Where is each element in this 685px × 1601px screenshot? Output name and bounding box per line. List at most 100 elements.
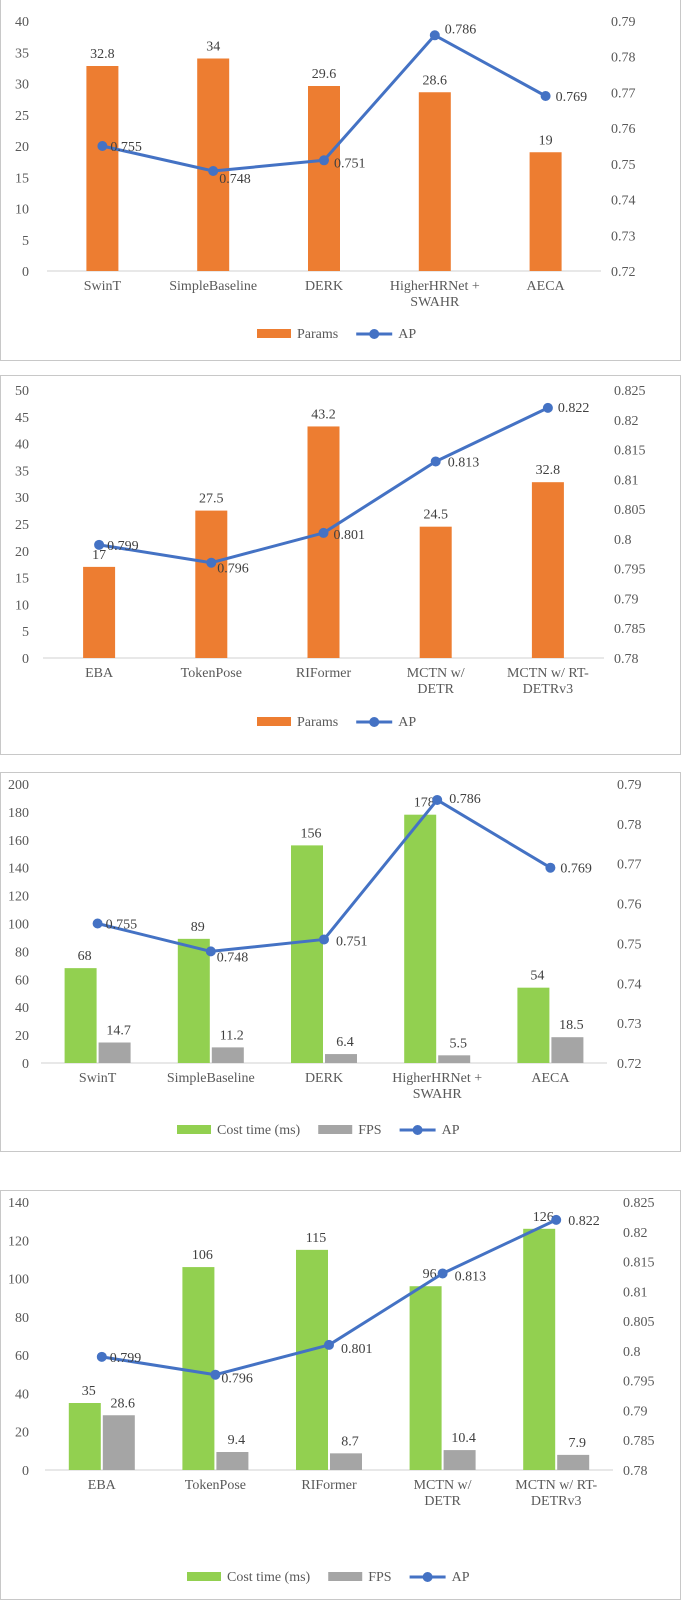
y-right-tick-label: 0.825 [623, 1196, 655, 1211]
y-right-tick-label: 0.79 [611, 15, 636, 30]
y-left-tick-label: 20 [15, 1426, 29, 1441]
legend-label: Cost time (ms) [217, 1123, 301, 1138]
y-right-tick-label: 0.74 [611, 194, 636, 209]
ap-marker [208, 166, 219, 176]
ap-line [97, 798, 552, 953]
legend-marker [412, 1125, 423, 1135]
bar-params [195, 510, 228, 658]
x-category-label: SWAHR [410, 295, 460, 310]
ap-data-label: 0.813 [455, 1269, 487, 1284]
bar-data-label: 18.5 [559, 1018, 584, 1033]
y-right-tick-label: 0.76 [611, 122, 636, 137]
bar-cost-time-ms [523, 1228, 556, 1470]
y-left-tick-label: 80 [15, 945, 29, 960]
legend-marker [369, 329, 380, 339]
bar-data-label: 32.8 [90, 47, 115, 62]
ap-data-label: 0.786 [445, 22, 477, 37]
bar-params [86, 66, 119, 271]
ap-data-label: 0.786 [449, 792, 481, 807]
chart-svg: 0 5 10 15 20 25 30 35 40 45 50 0.78 0.785 0.79 0.795 0.… [15, 384, 646, 730]
bar-data-label: 17 [92, 548, 106, 563]
y-left-tick-label: 25 [15, 518, 29, 533]
y-right-tick-label: 0.73 [617, 1017, 642, 1032]
y-right-tick-label: 0.795 [614, 563, 646, 578]
y-left-tick-label: 100 [8, 918, 29, 933]
x-category-label: DETRv3 [531, 1494, 582, 1509]
ap-marker [97, 141, 108, 151]
bar-data-label: 5.5 [449, 1036, 467, 1051]
bar-params [531, 482, 564, 658]
ap-marker [96, 1351, 107, 1362]
bar-data-label: 28.6 [423, 73, 448, 88]
bar-params [308, 86, 340, 271]
ap-marker [429, 30, 440, 41]
ap-data-label: 0.813 [448, 455, 480, 470]
x-category-label: SwinT [84, 279, 122, 294]
ap-data-label: 0.796 [217, 562, 249, 577]
y-left-tick-label: 25 [15, 109, 29, 124]
ap-marker [319, 934, 329, 945]
legend-label: Cost time (ms) [227, 1570, 311, 1585]
bar-data-label: 89 [191, 920, 205, 935]
params-ap-chart-2: 0 5 10 15 20 25 30 35 40 45 50 0.78 0.785 0.79 0.795 0.… [0, 375, 681, 755]
chart-svg: 0204060801001201400.780.7850.790.7950.80… [8, 1196, 655, 1585]
bar-data-label: 27.5 [199, 492, 224, 507]
x-category-label: MCTN w/ [407, 666, 465, 681]
y-left-tick-label: 120 [8, 890, 29, 905]
y-right-tick-label: 0.79 [623, 1404, 648, 1419]
y-right-tick-label: 0.78 [611, 51, 636, 66]
bar-cost-time-ms [182, 1267, 215, 1470]
bar-data-label: 14.7 [106, 1023, 131, 1038]
y-left-tick-label: 10 [15, 598, 29, 613]
y-left-tick-label: 10 [15, 203, 29, 218]
bar-data-label: 29.6 [312, 67, 337, 82]
y-left-tick-label: 35 [15, 46, 29, 61]
y-right-tick-label: 0.72 [611, 265, 636, 280]
bar-fps [211, 1047, 244, 1063]
bar-cost-time-ms [296, 1249, 328, 1470]
y-left-tick-label: 50 [15, 384, 29, 399]
legend-label: AP [398, 715, 416, 730]
bar-fps [330, 1453, 362, 1470]
legend-swatch-primary [257, 717, 291, 726]
y-left-tick-label: 0 [22, 265, 29, 280]
legend-marker [369, 717, 380, 727]
bar-fps [438, 1055, 471, 1063]
bar-fps [325, 1054, 357, 1063]
x-category-label: DETR [424, 1494, 461, 1509]
y-left-tick-label: 40 [15, 1387, 29, 1402]
x-category-label: DERK [305, 1071, 343, 1086]
x-category-label: HigherHRNet + [392, 1071, 482, 1086]
bar-data-label: 115 [306, 1231, 326, 1246]
bar-data-label: 32.8 [536, 463, 561, 478]
y-left-tick-label: 20 [15, 545, 29, 560]
ap-data-label: 0.799 [110, 1351, 142, 1366]
y-left-tick-label: 60 [15, 1349, 29, 1364]
y-right-tick-label: 0.75 [617, 937, 642, 952]
bar-data-label: 11.2 [220, 1028, 244, 1043]
y-left-tick-label: 45 [15, 411, 29, 426]
ap-data-label: 0.748 [217, 950, 249, 965]
bar-data-label: 6.4 [336, 1035, 354, 1050]
legend-label: AP [442, 1123, 460, 1138]
y-left-tick-label: 160 [8, 834, 29, 849]
bar-cost-time-ms [517, 987, 550, 1063]
legend-label: Params [297, 715, 338, 730]
legend-swatch-primary [257, 329, 291, 338]
y-right-tick-label: 0.815 [614, 444, 646, 459]
y-right-tick-label: 0.805 [614, 503, 646, 518]
y-right-tick-label: 0.77 [611, 86, 636, 101]
bar-params [418, 92, 451, 271]
legend-marker [422, 1572, 433, 1582]
y-right-tick-label: 0.79 [614, 592, 639, 607]
ap-data-label: 0.801 [341, 1342, 373, 1357]
ap-data-label: 0.755 [110, 140, 141, 155]
y-right-tick-label: 0.8 [623, 1345, 641, 1360]
ap-data-label: 0.822 [568, 1214, 600, 1229]
y-right-tick-label: 0.81 [614, 473, 639, 488]
chart-svg: 0 20 40 60 80 100 120 140 160 180 200 0.72 0.73 0.74 0… [8, 778, 642, 1138]
ap-marker [94, 539, 105, 550]
bar-params [307, 426, 340, 658]
ap-data-label: 0.748 [219, 172, 251, 187]
x-category-label: MCTN w/ RT- [507, 666, 589, 681]
